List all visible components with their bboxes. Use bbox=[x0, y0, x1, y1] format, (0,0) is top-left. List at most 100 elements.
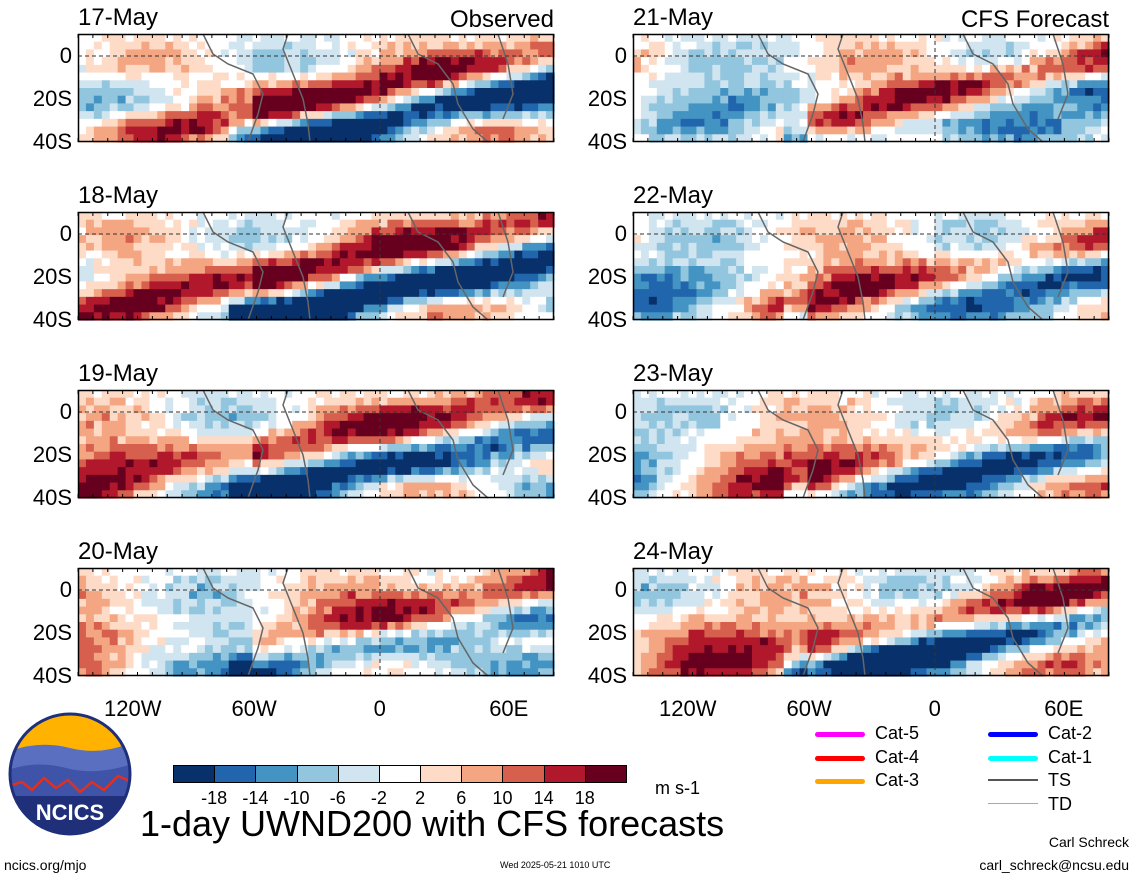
field-cell bbox=[419, 34, 428, 43]
field-cell bbox=[260, 49, 269, 58]
field-cell bbox=[268, 289, 277, 298]
field-cell bbox=[1045, 235, 1055, 244]
coastline bbox=[202, 389, 514, 499]
field-cell bbox=[228, 64, 238, 74]
field-cell bbox=[133, 467, 143, 476]
field-cell bbox=[910, 134, 920, 143]
field-cell bbox=[85, 660, 95, 669]
field-cell bbox=[212, 622, 222, 631]
field-cell bbox=[212, 289, 222, 298]
field-cell bbox=[387, 134, 396, 143]
field-cell bbox=[934, 227, 943, 236]
field-cell bbox=[950, 219, 959, 229]
field-cell bbox=[212, 467, 222, 476]
field-cell bbox=[78, 598, 87, 608]
coastline bbox=[202, 211, 514, 321]
field-cell bbox=[1093, 111, 1102, 120]
field-cell bbox=[1045, 242, 1055, 252]
field-cell bbox=[236, 289, 246, 298]
field-cell bbox=[323, 467, 333, 476]
field-cell bbox=[379, 95, 388, 105]
field-cell bbox=[331, 606, 341, 615]
field-cell bbox=[173, 474, 182, 484]
field-cell bbox=[228, 41, 238, 51]
field-cell bbox=[997, 118, 1007, 128]
field-cell bbox=[292, 428, 301, 437]
field-cell bbox=[260, 575, 269, 585]
field-cell bbox=[435, 606, 444, 615]
field-cell bbox=[157, 57, 166, 66]
field-cell bbox=[181, 652, 190, 662]
field-cell bbox=[117, 273, 127, 283]
field-cell bbox=[648, 103, 658, 112]
field-cell bbox=[506, 591, 515, 600]
field-cell bbox=[514, 397, 523, 407]
field-cell bbox=[490, 242, 500, 252]
field-cell bbox=[466, 227, 476, 236]
field-cell bbox=[442, 57, 452, 66]
field-cell bbox=[157, 258, 166, 267]
field-cell bbox=[387, 598, 396, 608]
field-cell bbox=[78, 668, 87, 677]
field-cell bbox=[355, 444, 365, 453]
field-cell bbox=[807, 72, 817, 81]
field-cell bbox=[189, 103, 198, 112]
field-cell bbox=[633, 134, 642, 143]
field-cell bbox=[855, 34, 864, 43]
field-cell bbox=[427, 250, 436, 259]
field-cell bbox=[220, 390, 230, 399]
field-cell bbox=[300, 49, 309, 58]
field-cell bbox=[157, 242, 166, 252]
field-cell bbox=[427, 405, 436, 414]
field-cell bbox=[141, 583, 150, 592]
field-cell bbox=[284, 296, 293, 306]
field-cell bbox=[1053, 95, 1062, 105]
field-cell bbox=[767, 134, 777, 143]
field-cell bbox=[450, 118, 460, 128]
field-cell bbox=[546, 459, 555, 468]
field-cell bbox=[490, 72, 500, 81]
field-cell bbox=[530, 266, 539, 275]
field-cell bbox=[1101, 219, 1110, 229]
field-cell bbox=[212, 420, 222, 430]
field-cell bbox=[109, 583, 119, 592]
field-cell bbox=[498, 622, 507, 631]
field-cell bbox=[1069, 57, 1078, 66]
field-cell bbox=[85, 591, 95, 600]
field-cell bbox=[982, 126, 991, 135]
field-cell bbox=[419, 88, 428, 97]
field-cell bbox=[260, 134, 269, 143]
field-cell bbox=[458, 482, 468, 491]
field-cell bbox=[316, 482, 325, 491]
field-cell bbox=[427, 637, 436, 646]
field-cell bbox=[379, 118, 388, 128]
field-cell bbox=[395, 660, 404, 669]
field-cell bbox=[252, 235, 262, 244]
field-cell bbox=[276, 668, 285, 677]
field-cell bbox=[157, 118, 166, 128]
field-cell bbox=[339, 296, 349, 306]
field-cell bbox=[466, 80, 476, 89]
field-cell bbox=[78, 57, 87, 66]
field-cell bbox=[109, 467, 119, 476]
field-cell bbox=[942, 126, 951, 135]
field-cell bbox=[1085, 250, 1094, 259]
field-cell bbox=[165, 72, 174, 81]
field-cell bbox=[204, 289, 214, 298]
field-cell bbox=[522, 49, 531, 58]
field-cell bbox=[323, 258, 333, 267]
field-cell bbox=[1077, 227, 1086, 236]
field-cell bbox=[93, 444, 103, 453]
field-cell bbox=[252, 622, 262, 631]
field-cell bbox=[101, 637, 111, 646]
field-cell bbox=[268, 405, 277, 414]
field-cell bbox=[435, 614, 444, 623]
field-cell bbox=[775, 34, 785, 43]
field-cell bbox=[189, 95, 198, 105]
field-cell bbox=[93, 568, 103, 577]
field-cell bbox=[435, 474, 444, 484]
field-cell bbox=[411, 660, 420, 669]
field-cell bbox=[379, 289, 388, 298]
field-cell bbox=[490, 568, 500, 577]
field-cell bbox=[85, 436, 95, 445]
